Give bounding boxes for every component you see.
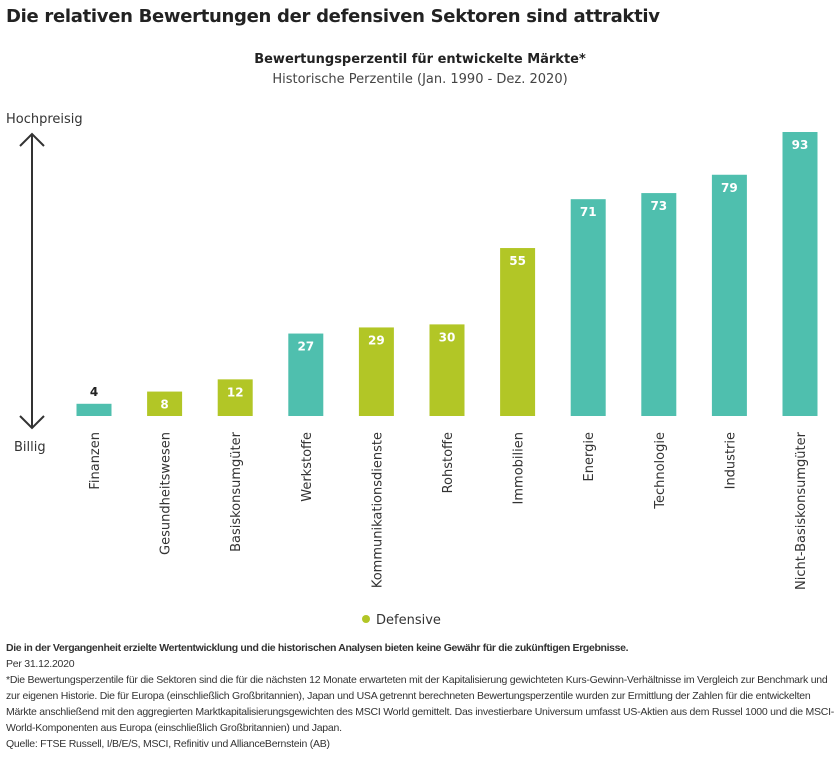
data-label: 55 bbox=[509, 254, 526, 268]
bar-werkstoffe bbox=[288, 333, 324, 416]
figure-title: Die relativen Bewertungen der defensiven… bbox=[6, 6, 660, 27]
data-label: 8 bbox=[160, 398, 168, 412]
bar-nicht-basiskonsumgüter bbox=[782, 132, 818, 416]
bar-gesundheitswesen bbox=[147, 391, 183, 416]
bar-basiskonsumgüter bbox=[217, 379, 253, 416]
x-tick-label: Werkstoffe bbox=[300, 432, 315, 502]
data-label: 79 bbox=[721, 181, 738, 195]
bar-chart: Hochpreisig Billig 4 Finanzen 8 Gesundheits… bbox=[6, 112, 818, 590]
footnote: *Die Bewertungsperzentile für die Sektor… bbox=[6, 674, 835, 734]
data-label: 12 bbox=[227, 385, 244, 399]
bar-kommunikationsdienste bbox=[358, 327, 394, 416]
data-label: 4 bbox=[90, 385, 98, 399]
x-tick-label: Gesundheitswesen bbox=[159, 432, 174, 555]
legend-swatch-defensive bbox=[362, 615, 370, 623]
disclaimer: Die in der Vergangenheit erzielte Werten… bbox=[6, 642, 629, 654]
data-label: 27 bbox=[297, 340, 314, 354]
data-label: 93 bbox=[792, 138, 809, 152]
y-label-top: Hochpreisig bbox=[6, 112, 83, 127]
chart-subtitle: Historische Perzentile (Jan. 1990 - Dez.… bbox=[272, 72, 568, 87]
chart-title: Bewertungsperzentil für entwickelte Märk… bbox=[254, 52, 586, 67]
double-arrow-icon bbox=[19, 132, 45, 430]
bar-energie bbox=[570, 199, 606, 416]
bar-finanzen bbox=[76, 403, 112, 416]
source: Quelle: FTSE Russell, I/B/E/S, MSCI, Ref… bbox=[6, 738, 330, 750]
footer: Die in der Vergangenheit erzielte Werten… bbox=[6, 640, 836, 752]
x-tick-label: Immobilien bbox=[512, 432, 527, 504]
data-label: 73 bbox=[650, 199, 667, 213]
x-tick-label: Energie bbox=[582, 432, 597, 481]
bar-technologie bbox=[641, 193, 677, 416]
data-label: 29 bbox=[368, 333, 385, 347]
y-label-bottom: Billig bbox=[14, 440, 46, 455]
x-tick-label: Rohstoffe bbox=[441, 432, 456, 493]
x-tick-label: Finanzen bbox=[88, 432, 103, 490]
bar-industrie bbox=[711, 174, 747, 416]
x-tick-label: Technologie bbox=[653, 432, 668, 510]
data-label: 71 bbox=[580, 205, 597, 219]
as-of-date: Per 31.12.2020 bbox=[6, 658, 75, 670]
legend-label-defensive: Defensive bbox=[376, 613, 441, 628]
x-tick-label: Nicht-Basiskonsumgüter bbox=[794, 431, 809, 590]
x-tick-label: Kommunikationsdienste bbox=[370, 432, 385, 588]
bar-rohstoffe bbox=[429, 324, 465, 416]
bar-immobilien bbox=[500, 248, 536, 416]
x-tick-label: Basiskonsumgüter bbox=[229, 431, 244, 552]
legend: Defensive bbox=[362, 613, 441, 628]
data-label: 30 bbox=[439, 330, 456, 344]
x-tick-label: Industrie bbox=[723, 432, 738, 489]
